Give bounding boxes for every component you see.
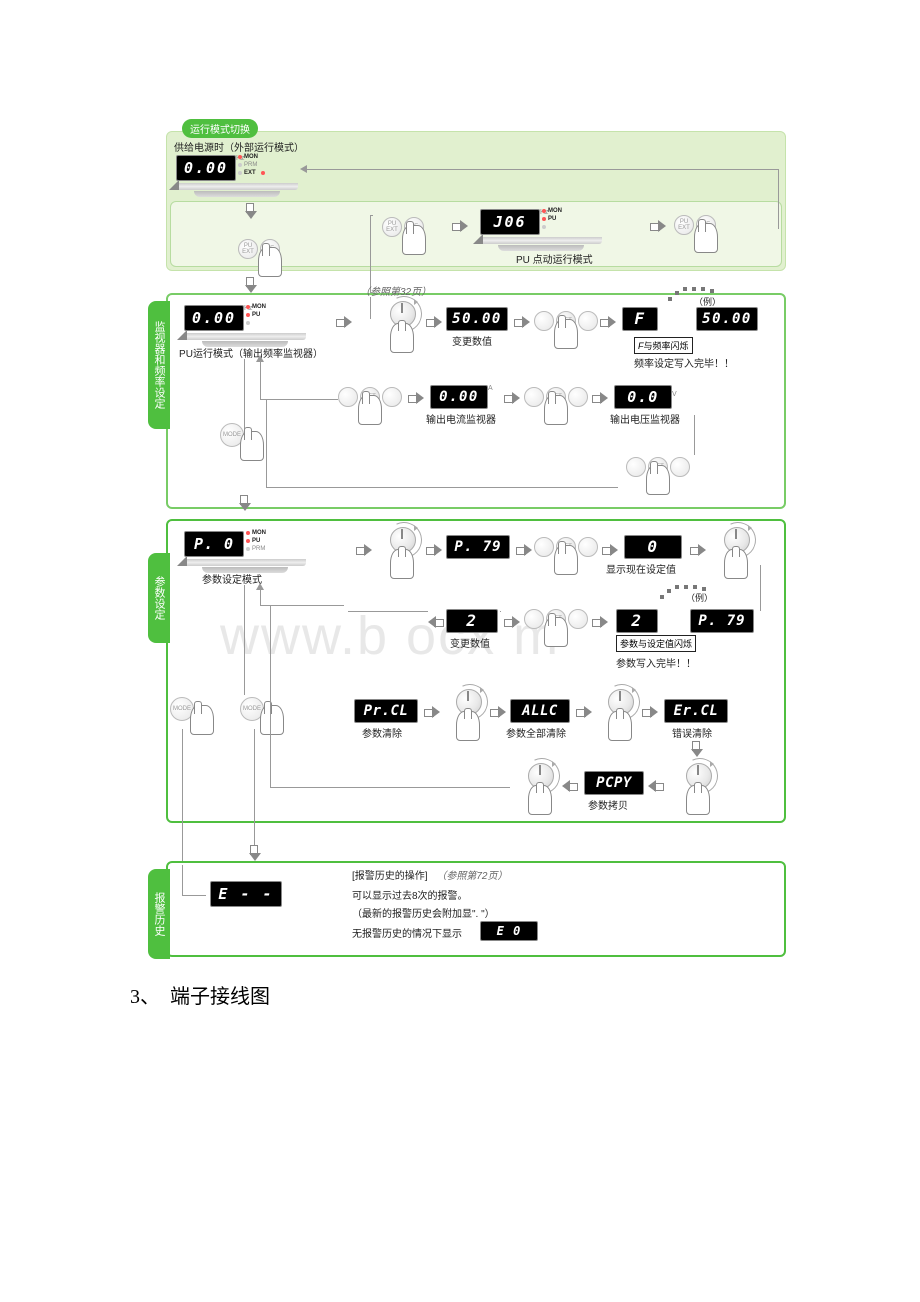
- push-set-1: SET: [534, 305, 592, 353]
- push-set-row2: SET: [338, 381, 396, 429]
- dial-to-50: [378, 301, 418, 357]
- jog-caption: PU 点动运行模式: [516, 251, 593, 266]
- push-set-2: SET: [524, 603, 582, 651]
- disp-50: 50.00: [446, 307, 508, 331]
- disp-e0: E 0: [480, 921, 538, 941]
- disp-P0: P. 0: [184, 531, 244, 557]
- disp-2b: 2: [616, 609, 658, 633]
- pu-caption: PU运行模式（输出频率监视器）: [178, 345, 324, 360]
- arrow-down-1: [244, 203, 258, 217]
- push-pu-ext-1: PUEXTRE: [238, 233, 296, 281]
- dial-pcpy-b: [674, 763, 714, 819]
- disp-ercl: Er.CL: [664, 699, 728, 723]
- disp-0: 0: [624, 535, 682, 559]
- dial-ercl: [596, 689, 636, 745]
- push-to-jog: PUEXTRE: [382, 211, 440, 259]
- push-mode-b: MODE: [240, 691, 298, 739]
- sec2-tab: 监视器和频率设定: [148, 301, 170, 429]
- disp-ext-000: 0.00: [176, 155, 236, 181]
- disp-prcl: Pr.CL: [354, 699, 418, 723]
- dial-pcpy-a: [516, 763, 556, 819]
- disp-pcpy: PCPY: [584, 771, 644, 795]
- dial-allc: [444, 689, 484, 745]
- hist-op: [报警历史的操作]: [352, 871, 428, 882]
- disp-jog: J06: [480, 209, 540, 235]
- disp-pu-000: 0.00: [184, 305, 244, 331]
- disp-F: F: [622, 307, 658, 331]
- disp-50b: 50.00: [696, 307, 758, 331]
- sec3-tab: 参数设定: [148, 553, 170, 643]
- push-set-row2b: SET: [524, 381, 582, 429]
- unit-jog: J06 Hz MON PU: [480, 209, 610, 255]
- sec2-ref: （参照第32页）: [360, 283, 431, 298]
- disp-volt: 0.0: [614, 385, 672, 409]
- disp-e: E - - -: [210, 881, 282, 907]
- push-after-jog: PUEXTRE: [674, 209, 732, 257]
- footer-heading: 3、 端子接线图: [130, 980, 270, 1009]
- sec4-tab: 报警历史: [148, 869, 170, 959]
- mode-switch-pill: 运行模式切换: [182, 119, 258, 138]
- disp-P79: P. 79: [446, 535, 510, 559]
- push-set-return: SET: [626, 451, 684, 499]
- disp-P79b: P. 79: [690, 609, 754, 633]
- disp-2: 2: [446, 609, 498, 633]
- power-on-text: 供给电源时（外部运行模式）: [174, 139, 304, 154]
- disp-allc: ALLC: [510, 699, 570, 723]
- unit-external-mode: 0.00 Hz MON PRM EXT: [176, 155, 306, 201]
- push-mode-1: MODE: [220, 417, 278, 465]
- dial-p79: [378, 527, 418, 583]
- disp-current: 0.00: [430, 385, 488, 409]
- dial-val: [712, 527, 752, 583]
- push-set-p79: SET: [534, 531, 592, 579]
- operation-diagram: 运行模式切换 供给电源时（外部运行模式） 0.00 Hz MON PRM EXT…: [130, 105, 790, 965]
- push-mode-a: MODE: [170, 691, 228, 739]
